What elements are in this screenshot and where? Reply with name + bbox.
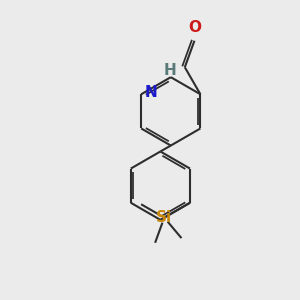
Text: H: H	[164, 63, 176, 78]
Text: O: O	[188, 20, 201, 35]
Text: N: N	[145, 85, 158, 100]
Text: Si: Si	[156, 210, 172, 225]
